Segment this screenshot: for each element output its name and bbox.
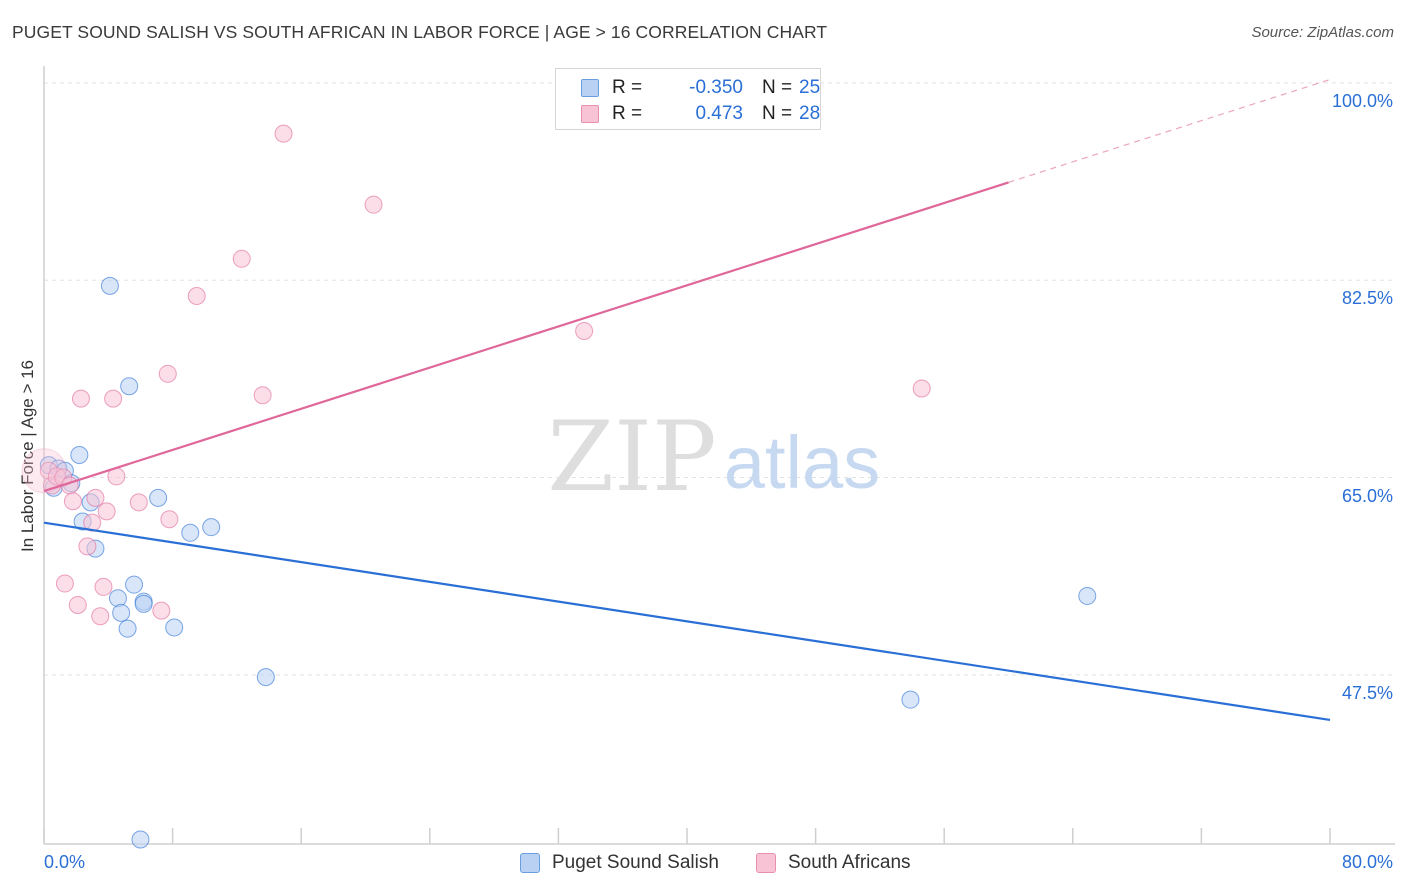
point-puget-sound-salish bbox=[1078, 586, 1097, 605]
point-south-africans bbox=[912, 379, 931, 398]
point-south-africans bbox=[253, 386, 272, 405]
axes bbox=[43, 66, 1395, 845]
stats-swatch-blue bbox=[581, 79, 599, 97]
point-south-africans bbox=[160, 510, 179, 529]
point-south-africans bbox=[129, 493, 148, 512]
x-tick-label-min: 0.0% bbox=[44, 852, 86, 872]
y-tick-label: 47.5% bbox=[1341, 682, 1393, 703]
point-puget-sound-salish bbox=[120, 377, 139, 396]
n-label: N = bbox=[762, 103, 793, 124]
point-south-africans bbox=[232, 249, 251, 268]
trendline-puget-sound-salish bbox=[43, 521, 1331, 722]
point-south-africans bbox=[91, 607, 110, 626]
point-puget-sound-salish bbox=[108, 589, 127, 608]
point-south-africans bbox=[152, 601, 171, 620]
watermark-zip: ZIP bbox=[547, 401, 716, 513]
x-tick-label-max: 80.0% bbox=[1341, 852, 1393, 872]
legend-swatch-pink bbox=[756, 853, 776, 873]
point-puget-sound-salish bbox=[70, 446, 89, 464]
point-south-africans bbox=[187, 287, 206, 306]
point-south-africans bbox=[94, 577, 113, 596]
legend-label: South Africans bbox=[788, 852, 911, 873]
point-south-africans bbox=[97, 502, 116, 521]
point-puget-sound-salish bbox=[100, 276, 119, 295]
r-value: -0.350 bbox=[689, 77, 743, 98]
r-value: 0.473 bbox=[695, 103, 743, 124]
point-puget-sound-salish bbox=[165, 618, 184, 637]
point-puget-sound-salish bbox=[134, 594, 153, 613]
legend-swatch-blue bbox=[520, 853, 540, 873]
n-value: 25 bbox=[799, 77, 821, 98]
data-points bbox=[21, 124, 1097, 849]
n-label: N = bbox=[762, 77, 793, 98]
y-tick-label: 65.0% bbox=[1341, 485, 1393, 506]
r-label: R = bbox=[612, 77, 643, 98]
point-puget-sound-salish bbox=[901, 690, 920, 709]
legend: Puget Sound Salish South Africans bbox=[0, 852, 1406, 876]
point-south-africans bbox=[274, 124, 293, 143]
point-south-africans bbox=[86, 488, 105, 507]
point-south-africans bbox=[55, 574, 74, 593]
point-south-africans bbox=[364, 195, 383, 214]
point-south-africans bbox=[63, 492, 82, 511]
point-puget-sound-salish bbox=[181, 523, 200, 542]
legend-item-south-africans[interactable]: South Africans bbox=[756, 852, 911, 874]
correlation-stats-box: R = -0.350 N = 25 R = 0.473 N = 28 bbox=[555, 68, 821, 130]
r-label: R = bbox=[612, 103, 643, 124]
point-puget-sound-salish bbox=[118, 619, 137, 638]
point-puget-sound-salish bbox=[202, 518, 221, 537]
point-puget-sound-salish bbox=[256, 668, 275, 687]
chart-source: Source: ZipAtlas.com bbox=[1251, 24, 1394, 41]
n-value: 28 bbox=[799, 103, 821, 124]
stats-swatch-pink bbox=[581, 105, 599, 123]
legend-label: Puget Sound Salish bbox=[552, 852, 719, 873]
point-south-africans bbox=[575, 321, 594, 340]
watermark: ZIP atlas bbox=[547, 401, 880, 513]
watermark-atlas: atlas bbox=[724, 421, 880, 504]
trend-lines bbox=[43, 78, 1331, 722]
chart-title: PUGET SOUND SALISH VS SOUTH AFRICAN IN L… bbox=[12, 22, 828, 42]
trendline-south-africans bbox=[43, 181, 1009, 493]
point-puget-sound-salish bbox=[112, 603, 131, 622]
gridlines bbox=[44, 82, 1395, 676]
legend-item-puget-sound-salish[interactable]: Puget Sound Salish bbox=[520, 852, 719, 874]
point-south-africans bbox=[158, 364, 177, 383]
point-south-africans-cluster bbox=[21, 448, 67, 494]
y-tick-label: 82.5% bbox=[1341, 288, 1393, 309]
y-tick-label: 100.0% bbox=[1331, 90, 1393, 111]
point-puget-sound-salish bbox=[131, 830, 150, 849]
point-south-africans bbox=[78, 537, 97, 556]
point-puget-sound-salish bbox=[149, 488, 168, 507]
point-puget-sound-salish bbox=[125, 575, 144, 594]
point-south-africans bbox=[68, 595, 87, 614]
point-south-africans bbox=[71, 389, 90, 408]
trendline-south-africans-extrapolated bbox=[1008, 78, 1331, 183]
point-south-africans bbox=[104, 389, 123, 408]
